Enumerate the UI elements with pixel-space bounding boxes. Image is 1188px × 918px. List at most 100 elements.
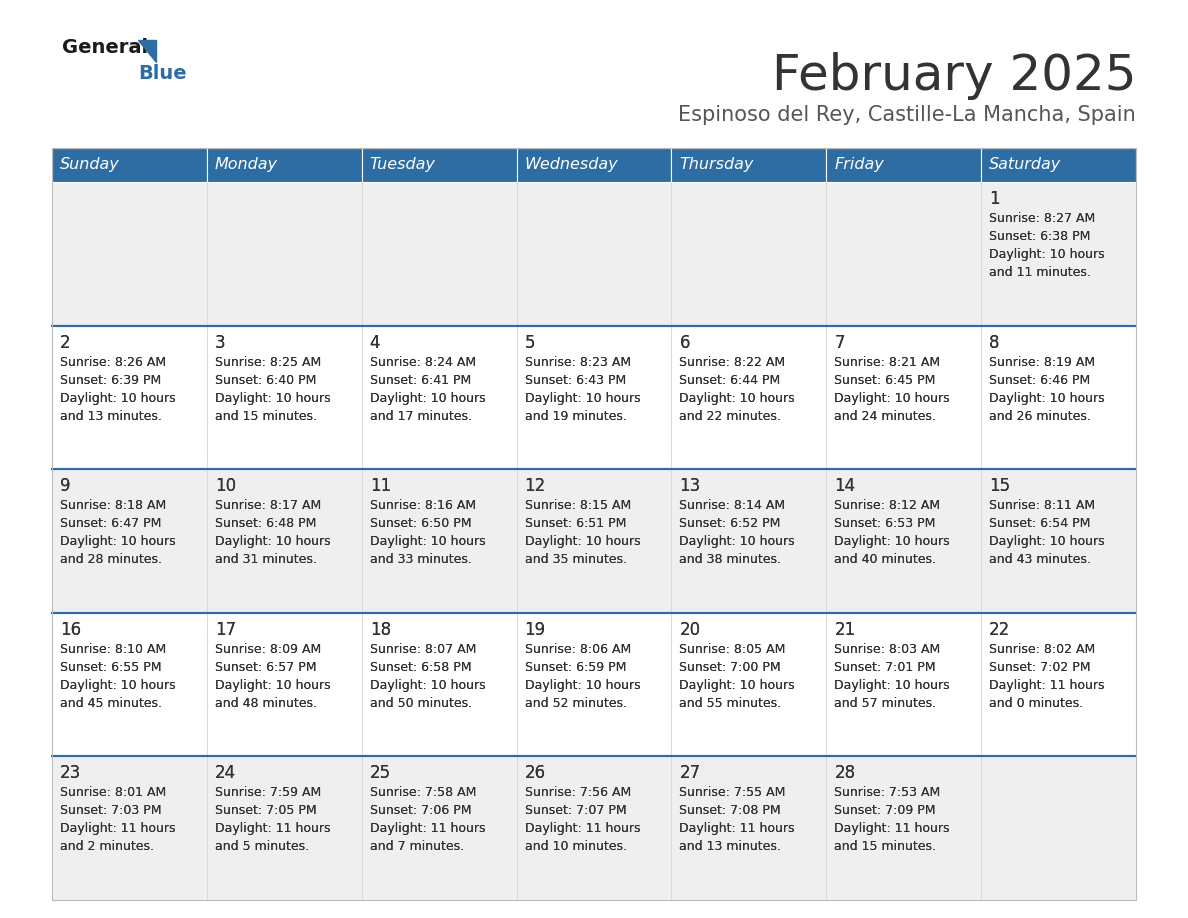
Bar xyxy=(671,756,827,900)
Text: 7: 7 xyxy=(834,333,845,352)
Text: 15: 15 xyxy=(990,477,1010,495)
Text: Daylight: 10 hours: Daylight: 10 hours xyxy=(61,535,176,548)
Bar xyxy=(827,182,981,326)
Text: Sunrise: 7:59 AM: Sunrise: 7:59 AM xyxy=(215,787,321,800)
Text: Sunrise: 8:15 AM: Sunrise: 8:15 AM xyxy=(525,499,631,512)
Bar xyxy=(827,469,981,613)
Text: Sunset: 7:06 PM: Sunset: 7:06 PM xyxy=(369,804,472,817)
Text: 9: 9 xyxy=(61,477,70,495)
Text: Daylight: 10 hours: Daylight: 10 hours xyxy=(215,392,330,405)
Text: and 17 minutes.: and 17 minutes. xyxy=(369,409,472,422)
Bar xyxy=(981,326,1136,469)
Text: 5: 5 xyxy=(525,333,535,352)
Text: Sunset: 7:03 PM: Sunset: 7:03 PM xyxy=(61,804,162,817)
Bar xyxy=(827,613,981,756)
Text: 3: 3 xyxy=(215,333,226,352)
Text: 11: 11 xyxy=(369,477,391,495)
Text: and 2 minutes.: and 2 minutes. xyxy=(61,840,154,854)
Text: Sunrise: 8:16 AM: Sunrise: 8:16 AM xyxy=(369,499,476,512)
Text: Sunset: 6:48 PM: Sunset: 6:48 PM xyxy=(215,517,316,531)
Text: Sunset: 6:41 PM: Sunset: 6:41 PM xyxy=(369,374,470,386)
Text: Daylight: 10 hours: Daylight: 10 hours xyxy=(680,678,795,692)
Text: 27: 27 xyxy=(680,765,701,782)
Text: Wednesday: Wednesday xyxy=(525,158,618,173)
Text: Espinoso del Rey, Castille-La Mancha, Spain: Espinoso del Rey, Castille-La Mancha, Sp… xyxy=(678,105,1136,125)
Text: and 31 minutes.: and 31 minutes. xyxy=(215,554,317,566)
Text: 15: 15 xyxy=(990,477,1010,495)
Text: 13: 13 xyxy=(680,477,701,495)
Text: Sunset: 7:05 PM: Sunset: 7:05 PM xyxy=(215,804,316,817)
Text: Sunrise: 7:58 AM: Sunrise: 7:58 AM xyxy=(369,787,476,800)
Text: Sunrise: 7:59 AM: Sunrise: 7:59 AM xyxy=(215,787,321,800)
Bar xyxy=(361,469,517,613)
Bar xyxy=(52,148,1136,900)
Bar xyxy=(981,148,1136,182)
Text: Daylight: 11 hours: Daylight: 11 hours xyxy=(61,823,176,835)
Bar xyxy=(827,613,981,756)
Text: Sunset: 6:40 PM: Sunset: 6:40 PM xyxy=(215,374,316,386)
Text: 3: 3 xyxy=(215,333,226,352)
Bar xyxy=(517,613,671,756)
Text: Daylight: 10 hours: Daylight: 10 hours xyxy=(525,392,640,405)
Text: Daylight: 11 hours: Daylight: 11 hours xyxy=(215,823,330,835)
Text: Sunrise: 8:18 AM: Sunrise: 8:18 AM xyxy=(61,499,166,512)
Bar xyxy=(52,326,207,469)
Text: Sunrise: 8:07 AM: Sunrise: 8:07 AM xyxy=(369,643,476,655)
Text: Daylight: 10 hours: Daylight: 10 hours xyxy=(525,678,640,692)
Text: and 52 minutes.: and 52 minutes. xyxy=(525,697,626,710)
Text: Sunset: 7:09 PM: Sunset: 7:09 PM xyxy=(834,804,936,817)
Text: Daylight: 10 hours: Daylight: 10 hours xyxy=(990,535,1105,548)
Text: Sunset: 7:02 PM: Sunset: 7:02 PM xyxy=(990,661,1091,674)
Bar xyxy=(671,469,827,613)
Text: Sunrise: 7:55 AM: Sunrise: 7:55 AM xyxy=(680,787,785,800)
Text: Daylight: 10 hours: Daylight: 10 hours xyxy=(680,678,795,692)
Bar xyxy=(981,469,1136,613)
Text: Sunset: 6:46 PM: Sunset: 6:46 PM xyxy=(990,374,1091,386)
Text: and 50 minutes.: and 50 minutes. xyxy=(369,697,472,710)
Text: Sunset: 7:05 PM: Sunset: 7:05 PM xyxy=(215,804,316,817)
Text: Sunrise: 8:12 AM: Sunrise: 8:12 AM xyxy=(834,499,941,512)
Bar xyxy=(361,326,517,469)
Text: Sunset: 6:40 PM: Sunset: 6:40 PM xyxy=(215,374,316,386)
Text: Sunset: 6:50 PM: Sunset: 6:50 PM xyxy=(369,517,472,531)
Text: Sunset: 6:39 PM: Sunset: 6:39 PM xyxy=(61,374,162,386)
Text: Sunrise: 8:11 AM: Sunrise: 8:11 AM xyxy=(990,499,1095,512)
Text: Sunrise: 8:10 AM: Sunrise: 8:10 AM xyxy=(61,643,166,655)
Text: Sunrise: 8:27 AM: Sunrise: 8:27 AM xyxy=(990,212,1095,225)
Text: Daylight: 10 hours: Daylight: 10 hours xyxy=(990,535,1105,548)
Text: Sunrise: 8:14 AM: Sunrise: 8:14 AM xyxy=(680,499,785,512)
Bar xyxy=(52,148,207,182)
Text: and 45 minutes.: and 45 minutes. xyxy=(61,697,162,710)
Text: Daylight: 10 hours: Daylight: 10 hours xyxy=(61,392,176,405)
Text: Sunset: 6:53 PM: Sunset: 6:53 PM xyxy=(834,517,936,531)
Bar xyxy=(361,756,517,900)
Bar xyxy=(671,756,827,900)
Text: Sunrise: 8:05 AM: Sunrise: 8:05 AM xyxy=(680,643,785,655)
Text: Sunset: 7:00 PM: Sunset: 7:00 PM xyxy=(680,661,781,674)
Text: and 43 minutes.: and 43 minutes. xyxy=(990,554,1091,566)
Text: Sunrise: 8:24 AM: Sunrise: 8:24 AM xyxy=(369,355,476,369)
Text: 27: 27 xyxy=(680,765,701,782)
Text: 2: 2 xyxy=(61,333,70,352)
Bar xyxy=(827,182,981,326)
Text: and 38 minutes.: and 38 minutes. xyxy=(680,554,782,566)
Text: and 40 minutes.: and 40 minutes. xyxy=(834,554,936,566)
Text: Saturday: Saturday xyxy=(990,158,1061,173)
Text: Sunrise: 8:22 AM: Sunrise: 8:22 AM xyxy=(680,355,785,369)
Text: Daylight: 11 hours: Daylight: 11 hours xyxy=(61,823,176,835)
Text: Sunset: 7:07 PM: Sunset: 7:07 PM xyxy=(525,804,626,817)
Bar xyxy=(517,613,671,756)
Text: Sunset: 6:57 PM: Sunset: 6:57 PM xyxy=(215,661,316,674)
Text: Sunrise: 8:05 AM: Sunrise: 8:05 AM xyxy=(680,643,785,655)
Bar xyxy=(207,613,361,756)
Text: Tuesday: Tuesday xyxy=(369,158,436,173)
Text: Sunrise: 8:09 AM: Sunrise: 8:09 AM xyxy=(215,643,321,655)
Text: Daylight: 10 hours: Daylight: 10 hours xyxy=(61,535,176,548)
Text: Sunrise: 8:06 AM: Sunrise: 8:06 AM xyxy=(525,643,631,655)
Text: Sunset: 7:09 PM: Sunset: 7:09 PM xyxy=(834,804,936,817)
Text: and 24 minutes.: and 24 minutes. xyxy=(834,409,936,422)
Text: Sunday: Sunday xyxy=(61,158,120,173)
Text: and 15 minutes.: and 15 minutes. xyxy=(834,840,936,854)
Text: 2: 2 xyxy=(61,333,70,352)
Text: Daylight: 10 hours: Daylight: 10 hours xyxy=(369,678,486,692)
